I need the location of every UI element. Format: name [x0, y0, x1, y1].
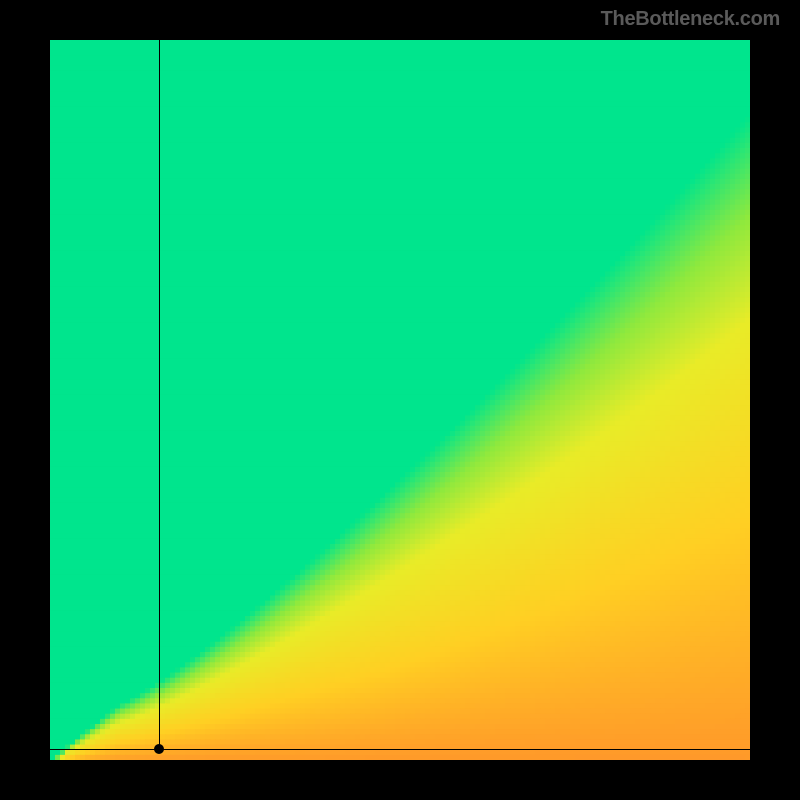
heatmap-canvas: [50, 40, 750, 760]
watermark-text: TheBottleneck.com: [601, 8, 780, 31]
crosshair-vertical: [159, 40, 160, 749]
plot-area: [50, 40, 750, 760]
chart-root: TheBottleneck.com: [0, 0, 800, 800]
marker-dot: [154, 744, 164, 754]
